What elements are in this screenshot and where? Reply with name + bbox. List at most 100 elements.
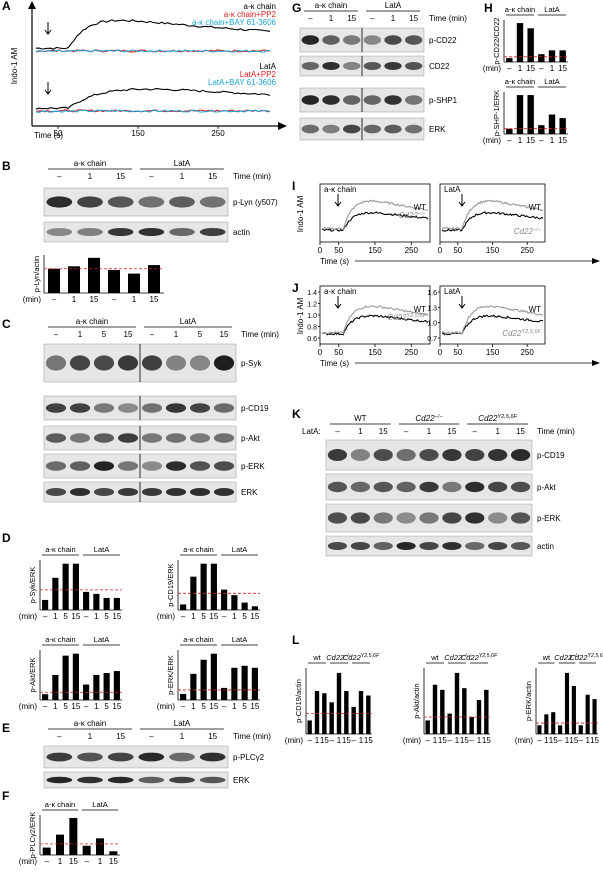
band: [213, 355, 235, 371]
band: [442, 542, 462, 550]
band: [384, 35, 402, 45]
label-superscript: Y2,5,6F: [361, 653, 380, 659]
x-tick-label: 0: [318, 348, 323, 357]
row-label: p-SHP1: [429, 96, 458, 105]
band: [396, 481, 416, 493]
band: [363, 62, 382, 70]
axis-arrowhead: [28, 1, 36, 9]
bar: [527, 28, 534, 63]
band: [404, 95, 423, 105]
band: [442, 512, 462, 524]
band: [69, 355, 91, 371]
band: [301, 124, 320, 134]
lane-label: 5: [201, 612, 206, 621]
lane-label: 1: [495, 427, 500, 436]
group-label: LatA: [174, 719, 191, 728]
axis-arrowhead: [592, 360, 600, 366]
band: [169, 752, 195, 762]
band: [117, 488, 139, 496]
panel-label: L: [292, 633, 299, 647]
group-label: Cd22Y2,5,6F: [478, 414, 517, 423]
y-tick-label: 1.2: [307, 302, 317, 309]
band: [93, 461, 115, 471]
lane-label: 1: [191, 702, 196, 711]
y-axis-label: p-ERK/actin: [524, 681, 533, 721]
band: [93, 433, 115, 443]
trace: [35, 88, 271, 110]
lane-label: –: [84, 702, 89, 711]
y-axis-label: p-CD19/ERK: [166, 563, 175, 606]
label-text: Cd22: [461, 653, 480, 662]
y-axis-label: p-Akt/ERK: [28, 657, 37, 692]
plot-title: LatA: [444, 287, 461, 296]
band: [165, 403, 187, 413]
lane-label: –: [181, 702, 186, 711]
bar: [48, 268, 60, 293]
y-axis-label: Indo-1 AM: [10, 47, 19, 84]
band: [77, 196, 103, 208]
band: [342, 62, 361, 70]
label-superscript: Y2,5,6F: [497, 414, 517, 420]
lane-label: –: [447, 736, 452, 745]
bar: [210, 563, 217, 610]
group-label: Cd22Y2,5,6F: [570, 653, 603, 662]
band: [107, 196, 134, 208]
legend-entry: WT: [414, 203, 427, 212]
lane-label: 15: [208, 732, 217, 741]
lane-label: –: [539, 64, 544, 73]
group-label: LatA: [544, 77, 559, 86]
band: [465, 542, 485, 550]
row-label: p-Akt: [537, 483, 556, 492]
bar: [113, 671, 120, 700]
bar: [221, 687, 228, 700]
legend-entry: Cd22−/−: [399, 211, 427, 220]
y-axis-label: Indo-1 AM: [296, 297, 305, 334]
treatment-label: LatA:: [302, 427, 321, 436]
band: [69, 433, 91, 443]
band: [169, 228, 195, 236]
band: [77, 776, 103, 784]
min-label: (min): [23, 295, 42, 304]
bar: [231, 595, 238, 610]
band: [342, 95, 361, 105]
lane-label: 1: [544, 736, 549, 745]
y-tick-label: 0.7: [427, 336, 437, 343]
bar: [52, 674, 59, 700]
band: [350, 542, 370, 550]
group-label: LatA: [174, 159, 191, 168]
x-tick-label: 50: [54, 129, 63, 138]
group-label: Cd22Y2,5,6F: [461, 653, 498, 662]
band: [107, 228, 134, 236]
row-label: actin: [233, 228, 250, 237]
band: [165, 461, 187, 471]
blot-image: [43, 771, 229, 789]
bar: [128, 273, 140, 293]
band: [199, 752, 226, 762]
label-superscript: −/−: [572, 653, 580, 659]
min-label: (min): [483, 64, 502, 73]
bar: [336, 672, 342, 734]
band: [363, 95, 382, 105]
lane-label: 1: [174, 330, 179, 339]
lane-label: 1: [132, 295, 137, 304]
lane-label: 5: [242, 612, 247, 621]
lane-label: –: [537, 736, 542, 745]
band: [45, 403, 67, 413]
band: [396, 542, 416, 550]
band: [442, 449, 462, 461]
label-superscript: Y2,5,6F: [587, 653, 603, 659]
row-label: actin: [537, 542, 554, 551]
band: [138, 776, 165, 784]
lane-label: –: [112, 295, 117, 304]
bar: [351, 706, 356, 734]
x-tick-label: 50: [453, 246, 462, 255]
row-label: p-Syk: [241, 359, 262, 368]
lane-label: 1: [329, 14, 334, 23]
lane-label: 1: [94, 702, 99, 711]
group-label: Cd22Y2,5,6F: [343, 653, 380, 662]
bar: [592, 699, 597, 734]
label-text: Cd22: [514, 227, 534, 236]
lane-label: 15: [590, 736, 599, 745]
y-axis-label: p-ERK/ERK: [166, 655, 175, 695]
lane-label: 5: [198, 330, 203, 339]
